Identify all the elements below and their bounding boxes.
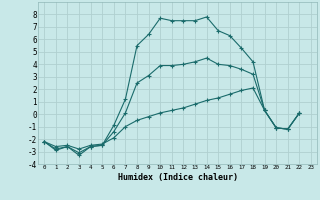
X-axis label: Humidex (Indice chaleur): Humidex (Indice chaleur) (118, 173, 238, 182)
